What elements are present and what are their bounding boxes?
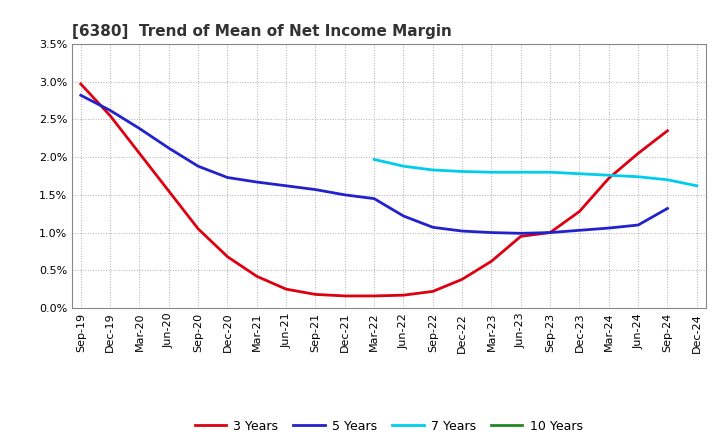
5 Years — [487, 230, 496, 235]
7 Years — [575, 171, 584, 176]
5 Years — [76, 93, 85, 98]
3 Years — [546, 230, 554, 235]
5 Years — [516, 231, 525, 236]
3 Years — [634, 151, 642, 156]
5 Years — [106, 108, 114, 113]
Legend: 3 Years, 5 Years, 7 Years, 10 Years: 3 Years, 5 Years, 7 Years, 10 Years — [189, 414, 588, 437]
3 Years — [458, 277, 467, 282]
3 Years — [516, 234, 525, 239]
5 Years — [399, 213, 408, 219]
5 Years — [194, 164, 202, 169]
3 Years — [605, 176, 613, 181]
3 Years — [575, 209, 584, 214]
Line: 7 Years: 7 Years — [374, 159, 697, 186]
5 Years — [253, 180, 261, 185]
5 Years — [663, 206, 672, 211]
3 Years — [282, 286, 290, 292]
5 Years — [282, 183, 290, 188]
3 Years — [194, 226, 202, 231]
3 Years — [399, 293, 408, 298]
5 Years — [311, 187, 320, 192]
Text: [6380]  Trend of Mean of Net Income Margin: [6380] Trend of Mean of Net Income Margi… — [72, 24, 452, 39]
3 Years — [135, 151, 144, 156]
5 Years — [341, 192, 349, 198]
5 Years — [634, 222, 642, 227]
7 Years — [370, 157, 379, 162]
3 Years — [428, 289, 437, 294]
5 Years — [164, 146, 173, 151]
7 Years — [516, 169, 525, 175]
3 Years — [487, 259, 496, 264]
7 Years — [663, 177, 672, 183]
3 Years — [370, 293, 379, 299]
3 Years — [106, 113, 114, 118]
7 Years — [399, 164, 408, 169]
3 Years — [663, 128, 672, 133]
Line: 5 Years: 5 Years — [81, 95, 667, 233]
5 Years — [428, 225, 437, 230]
7 Years — [634, 174, 642, 180]
Line: 3 Years: 3 Years — [81, 84, 667, 296]
5 Years — [575, 227, 584, 233]
7 Years — [605, 172, 613, 178]
7 Years — [458, 169, 467, 174]
5 Years — [605, 225, 613, 231]
7 Years — [428, 167, 437, 172]
3 Years — [164, 188, 173, 194]
7 Years — [487, 169, 496, 175]
5 Years — [223, 175, 232, 180]
7 Years — [546, 169, 554, 175]
3 Years — [76, 81, 85, 87]
3 Years — [341, 293, 349, 299]
5 Years — [135, 126, 144, 131]
5 Years — [370, 196, 379, 201]
3 Years — [223, 254, 232, 259]
3 Years — [253, 274, 261, 279]
5 Years — [546, 230, 554, 235]
7 Years — [693, 183, 701, 188]
5 Years — [458, 228, 467, 234]
3 Years — [311, 292, 320, 297]
